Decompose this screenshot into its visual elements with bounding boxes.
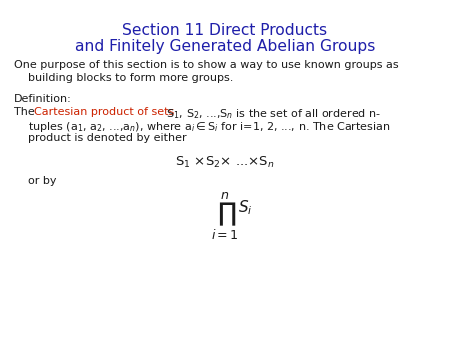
Text: tuples (a$_1$, a$_2$, ...,a$_n$), where a$_i$$\in$S$_i$ for i=1, 2, ..., n. The : tuples (a$_1$, a$_2$, ...,a$_n$), where … [28,120,391,134]
Text: One purpose of this section is to show a way to use known groups as: One purpose of this section is to show a… [14,60,399,70]
Text: and Finitely Generated Abelian Groups: and Finitely Generated Abelian Groups [75,39,375,54]
Text: Cartesian product of sets: Cartesian product of sets [34,107,174,117]
Text: $S_i$: $S_i$ [238,198,252,217]
Text: S$_1$, S$_2$, ...,S$_n$ is the set of all ordered n-: S$_1$, S$_2$, ...,S$_n$ is the set of al… [163,107,381,121]
Text: Section 11 Direct Products: Section 11 Direct Products [122,23,328,38]
Text: Definition:: Definition: [14,94,72,104]
Text: The: The [14,107,38,117]
Text: building blocks to form more groups.: building blocks to form more groups. [28,73,234,83]
Text: or by: or by [28,176,57,186]
Text: product is denoted by either: product is denoted by either [28,133,187,143]
Text: S$_1$ $\times$S$_2$$\times$ ...$\times$S$_n$: S$_1$ $\times$S$_2$$\times$ ...$\times$S… [175,155,275,170]
Text: $\prod_{i=1}^{n}$: $\prod_{i=1}^{n}$ [211,190,239,242]
